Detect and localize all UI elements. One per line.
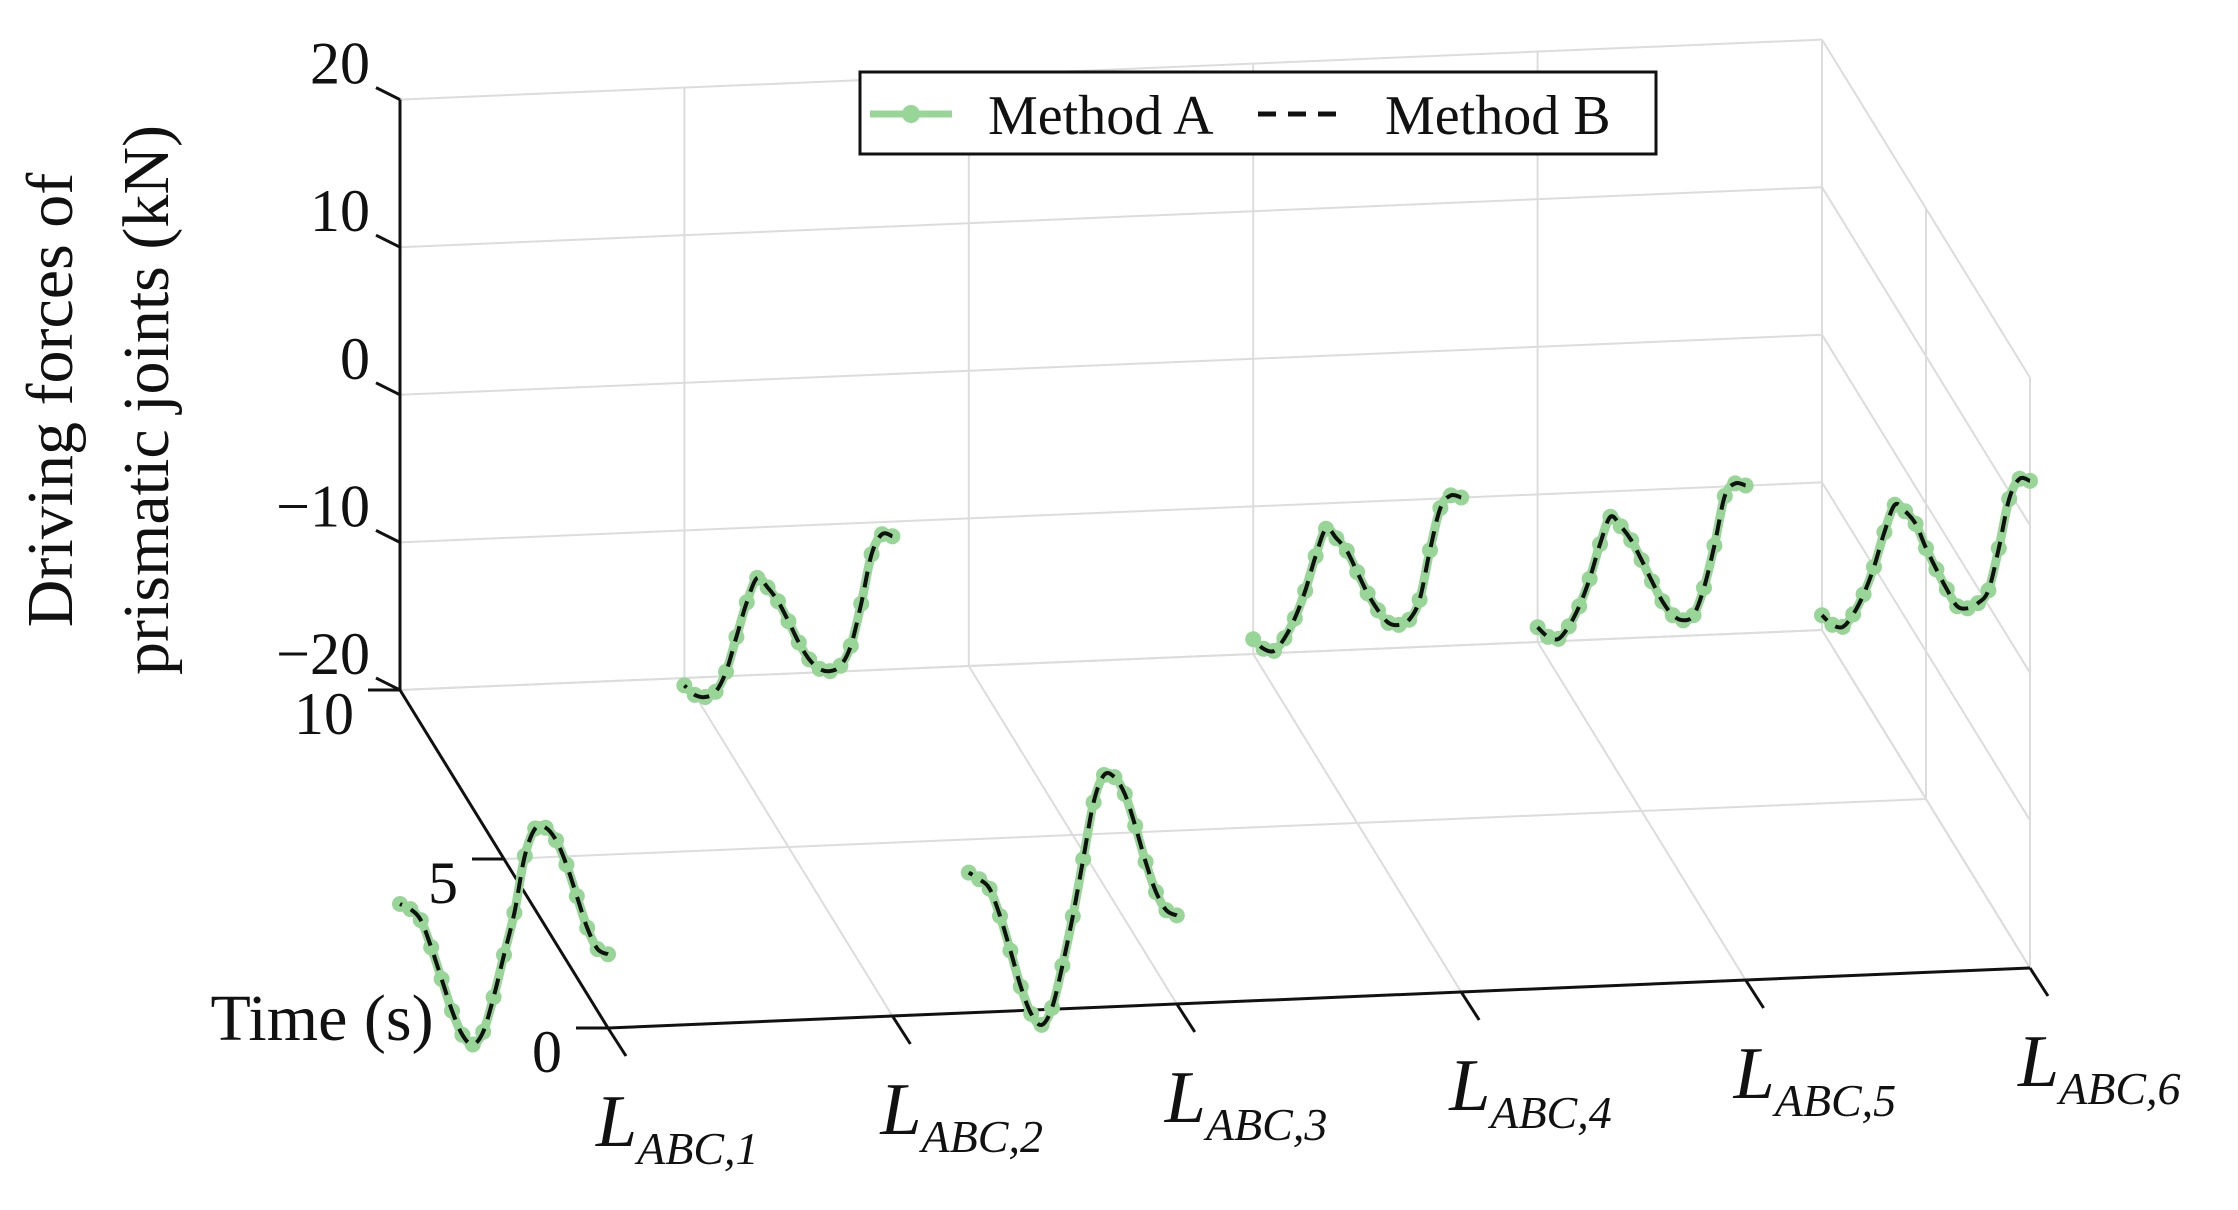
time-tick-label-1: 5 — [428, 850, 458, 916]
category-label-2: LABC,2 — [879, 1069, 1043, 1162]
method-b-line-1 — [399, 823, 609, 1047]
method-a-point-6-16 — [1855, 586, 1872, 603]
method-a-point-1-3 — [568, 888, 585, 905]
method-a-point-4-3 — [1422, 542, 1438, 559]
grid-floor-t-1 — [503, 798, 1927, 860]
method-b-line-5 — [1536, 480, 1747, 642]
method-a-point-3-9 — [1075, 851, 1092, 868]
method-a-point-5-4 — [1696, 579, 1712, 596]
method-a-point-5-15 — [1581, 570, 1598, 587]
method-a-point-3-16 — [1002, 942, 1019, 959]
method-a-point-2-4 — [842, 637, 859, 654]
method-a-point-4-10 — [1349, 564, 1366, 581]
method-a-point-3-4 — [1127, 817, 1144, 834]
grid-floor-t-2 — [399, 629, 1823, 691]
category-tick-0 — [606, 1027, 628, 1057]
series — [392, 470, 2038, 1053]
z-tick-label-3: 10 — [310, 178, 370, 244]
method-a-line-3 — [966, 768, 1179, 1030]
z-tick-label-4: 20 — [310, 31, 370, 97]
grid-back-z-4 — [399, 38, 1823, 101]
z-tick-1 — [375, 529, 401, 544]
z-axis-title-line-1: Driving forces of — [14, 173, 87, 628]
method-a-point-1-11 — [485, 989, 502, 1006]
legend-label-method-b: Method B — [1385, 85, 1611, 147]
z-tick-4 — [375, 86, 401, 101]
category-tick-3 — [1459, 991, 1481, 1021]
method-a-point-6-10 — [1918, 540, 1934, 557]
method-a-point-2-7 — [811, 660, 828, 677]
method-a-point-3-11 — [1054, 957, 1071, 974]
method-a-point-1-16 — [433, 971, 450, 987]
grid — [399, 38, 2031, 1029]
method-a-point-4-9 — [1359, 585, 1376, 602]
method-a-point-4-20 — [1245, 631, 1262, 648]
tick-labels: −20 −10 0 10 20 0 5 10 LABC,1 LABC,2 LABC,3 LABC,4 L… — [276, 31, 2180, 1174]
time-tick-label-2: 10 — [294, 681, 354, 747]
method-a-point-2-16 — [718, 663, 734, 680]
legend: Method A Method B — [858, 70, 1658, 156]
grid-back-z-2 — [399, 333, 1823, 396]
category-label-5: LABC,5 — [1733, 1033, 1897, 1126]
category-label-6: LABC,6 — [2017, 1021, 2181, 1114]
method-a-point-6-4 — [1980, 582, 1997, 599]
method-a-point-4-11 — [1338, 542, 1355, 559]
time-tick-label-0: 0 — [532, 1019, 562, 1085]
legend-marker-method-a — [902, 105, 920, 123]
z-tick-3 — [375, 233, 401, 249]
z-tick-label-1: −10 — [276, 473, 370, 539]
z-tick-label-0: −20 — [276, 621, 370, 687]
z-tick-label-2: 0 — [340, 326, 370, 392]
category-tick-4 — [1744, 979, 1765, 1009]
z-tick-2 — [375, 381, 401, 397]
category-tick-5 — [2028, 967, 2050, 997]
method-a-point-1-4 — [558, 856, 575, 873]
legend-label-method-a: Method A — [988, 85, 1214, 147]
axes — [368, 86, 2050, 1057]
z-tick-0 — [375, 676, 401, 692]
category-label-3: LABC,3 — [1164, 1057, 1328, 1150]
method-a-point-3-12 — [1044, 999, 1060, 1016]
method-a-point-4-4 — [1411, 591, 1428, 608]
category-label-4: LABC,4 — [1448, 1045, 1612, 1138]
category-label-1: LABC,1 — [595, 1081, 759, 1174]
method-a-point-5-16 — [1571, 598, 1588, 615]
method-b-line-4 — [1251, 492, 1462, 654]
method-a-point-4-14 — [1307, 548, 1324, 565]
method-a-point-6-15 — [1866, 558, 1882, 575]
category-tick-1 — [891, 1015, 912, 1045]
category-tick-2 — [1175, 1003, 1197, 1033]
method-b-line-6 — [1820, 475, 2031, 630]
grid-back-z-1 — [399, 481, 1823, 544]
category-axis-line — [607, 966, 2031, 1030]
method-a-point-2-10 — [780, 613, 797, 630]
method-b-line-3 — [967, 771, 1178, 1027]
grid-back-z-3 — [399, 186, 1823, 249]
method-b-line-2 — [682, 531, 894, 700]
z-axis-title-line-2: prismatic joints (kN) — [110, 125, 183, 675]
method-a-point-2-9 — [790, 634, 807, 651]
time-axis-title: Time (s) — [210, 982, 433, 1055]
method-a-point-1-17 — [423, 939, 440, 956]
